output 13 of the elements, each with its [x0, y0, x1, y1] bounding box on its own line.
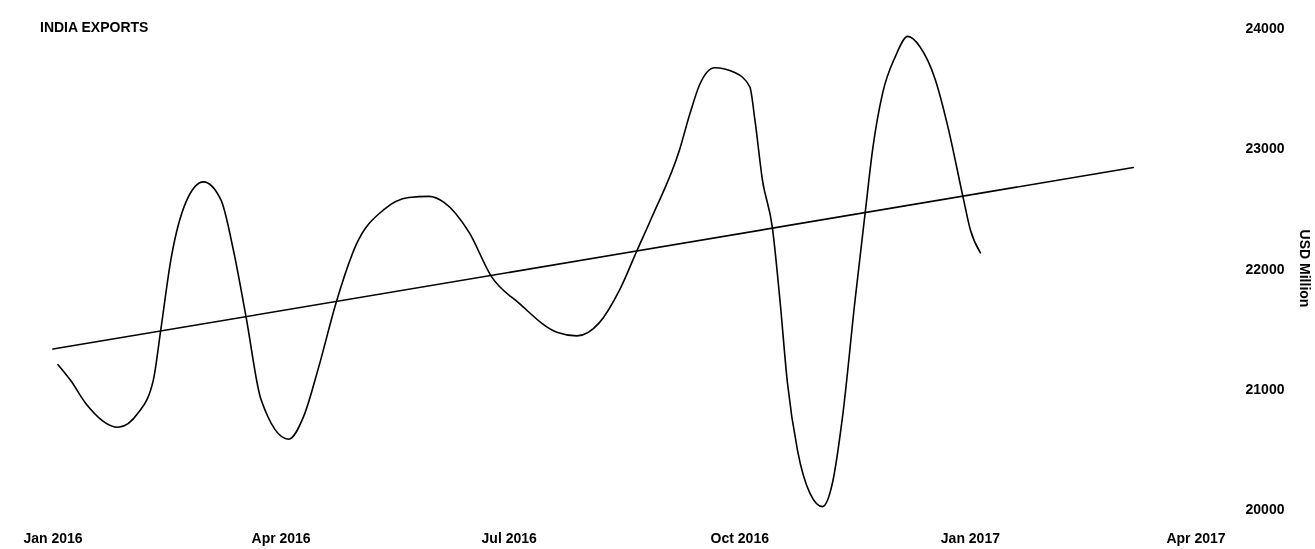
x-tick-label: Jan 2016: [23, 530, 83, 546]
y-tick-label: 23000: [1245, 140, 1285, 157]
x-tick-label: Jan 2017: [940, 530, 1001, 546]
x-tick-label: Jul 2016: [481, 530, 538, 546]
x-tick-label: Apr 2017: [1166, 530, 1226, 546]
x-tick-label: Oct 2016: [710, 530, 770, 546]
x-tick-label: Apr 2016: [251, 530, 311, 546]
y-tick-label: 24000: [1245, 20, 1285, 36]
chart-title: INDIA EXPORTS: [40, 19, 149, 35]
y-tick-label: 20000: [1245, 501, 1285, 517]
y-tick-label: 22000: [1245, 260, 1285, 277]
y-axis-title: USD Million: [1297, 229, 1313, 308]
y-tick-label: 21000: [1245, 380, 1285, 397]
